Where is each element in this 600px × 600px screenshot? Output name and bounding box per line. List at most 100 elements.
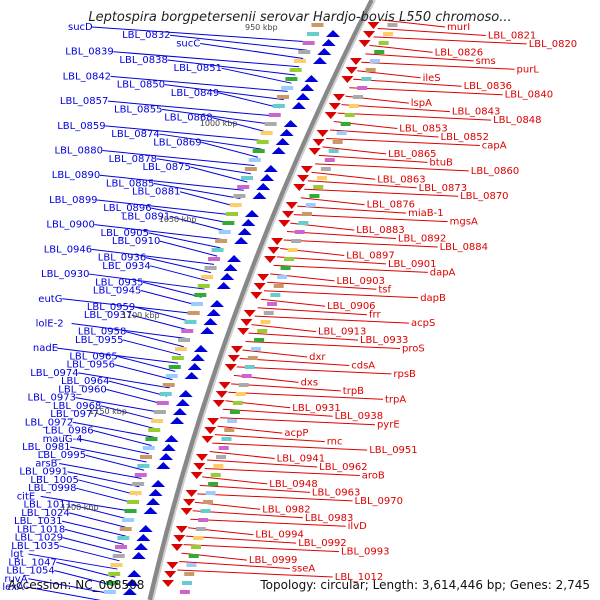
- feature-bar: [195, 527, 206, 531]
- label-leader-right: [341, 104, 450, 113]
- feature-bar: [182, 581, 193, 585]
- gene-arrow-reverse: [324, 112, 337, 119]
- label-leader-right: [365, 53, 474, 62]
- label-leader-left: [93, 430, 152, 447]
- gene-label-right: sseA: [292, 564, 316, 575]
- gene-arrow-forward: [260, 174, 275, 181]
- feature-bar: [142, 446, 155, 450]
- feature-bar: [227, 419, 238, 423]
- gene-label-left: LBL_0959: [87, 302, 135, 313]
- gene-label-left: LBL_0965: [69, 351, 117, 362]
- gene-label-right: LBL_0913: [318, 327, 366, 338]
- label-leader-lines: [26, 19, 527, 600]
- label-leader-left: [114, 364, 173, 381]
- gene-label-right: LBL_0848: [493, 115, 541, 126]
- gene-arrow-forward: [223, 264, 238, 271]
- scale-marker-label: 1100 kbp: [122, 311, 160, 320]
- gene-label-right: tsf: [378, 284, 391, 295]
- gene-arrow-forward: [210, 300, 225, 307]
- feature-bar: [122, 518, 135, 522]
- gene-arrow-forward: [175, 399, 190, 406]
- label-leader-left: [167, 59, 296, 76]
- gene-label-left: LBL_1031: [14, 516, 62, 527]
- gene-arrow-reverse: [190, 472, 203, 479]
- gene-label-left: LBL_0991: [19, 467, 67, 478]
- label-leader-left: [54, 570, 114, 587]
- scale-marker-label: 950 kbp: [245, 23, 278, 32]
- feature-bar: [106, 581, 119, 585]
- label-leader-left: [150, 265, 208, 282]
- gene-arrow-forward: [275, 138, 290, 145]
- feature-bar: [378, 41, 389, 45]
- label-leader-left: [134, 306, 193, 323]
- feature-bar: [235, 392, 246, 396]
- gene-label-right: LBL_0963: [312, 487, 360, 498]
- gene-label-right: LBL_1012: [335, 572, 383, 583]
- gene-arrow-reverse: [185, 490, 198, 497]
- label-leader-right: [236, 366, 392, 375]
- gene-arrow-reverse: [201, 436, 214, 443]
- gene-label-right: dxr: [309, 352, 326, 363]
- gene-arrow-forward: [131, 552, 146, 559]
- gene-label-right: LBL_0853: [399, 124, 447, 135]
- label-leader-left: [94, 224, 224, 241]
- gene-label-left: LBL_1024: [21, 508, 69, 519]
- feature-bar: [211, 248, 224, 252]
- gene-label-left: LBL_0838: [119, 55, 167, 66]
- feature-bar: [291, 239, 302, 243]
- label-leader-left: [159, 133, 262, 150]
- feature-bar: [273, 284, 284, 288]
- gene-arrow-reverse: [196, 454, 209, 461]
- feature-bar: [103, 590, 116, 594]
- gene-arrow-forward: [234, 237, 249, 244]
- label-leader-left: [156, 158, 251, 175]
- feature-bar: [108, 572, 121, 576]
- label-leader-left: [62, 537, 122, 554]
- feature-bar: [213, 464, 224, 468]
- gene-arrow-reverse: [271, 238, 284, 245]
- gene-arrow-forward: [206, 309, 221, 316]
- gene-label-left: LBL_0935: [95, 277, 143, 288]
- gene-arrow-reverse: [257, 274, 270, 281]
- label-leader-left: [59, 545, 120, 562]
- gene-arrow-forward: [127, 570, 142, 577]
- gene-arrow-forward: [256, 183, 271, 190]
- gene-label-left: LBL_0881: [132, 187, 180, 198]
- label-leader-left: [179, 191, 238, 208]
- gene-arrow-reverse: [218, 382, 231, 389]
- label-leader-right: [369, 44, 433, 53]
- label-leader-left: [125, 331, 184, 348]
- label-leader-right: [214, 434, 325, 443]
- gene-arrow-reverse: [162, 580, 175, 587]
- label-leader-right: [318, 154, 428, 163]
- accession-text: Accession: NC_008508: [8, 578, 145, 592]
- feature-bar: [267, 302, 278, 306]
- feature-bar: [237, 185, 250, 189]
- label-leader-left: [99, 174, 244, 191]
- label-leader-left: [105, 125, 266, 142]
- label-leader-left: [40, 495, 133, 512]
- label-leader-right: [373, 36, 527, 45]
- feature-bar: [352, 95, 363, 99]
- gene-label-right: LBL_0840: [505, 90, 553, 101]
- label-leader-right: [293, 214, 448, 223]
- gene-label-left: LBL_0880: [55, 146, 103, 157]
- gene-label-left: LBL_0955: [75, 335, 123, 346]
- feature-bar: [241, 374, 252, 378]
- gene-label-left: LBL_0885: [106, 178, 154, 189]
- feature-bar: [313, 185, 324, 189]
- label-leader-right: [304, 188, 459, 197]
- label-leader-left: [56, 347, 179, 364]
- gene-label-left: LBL_1018: [17, 524, 65, 535]
- label-leader-right: [283, 239, 438, 248]
- feature-bar: [280, 266, 291, 270]
- gene-arrow-reverse: [240, 319, 253, 326]
- gene-arrow-forward: [252, 192, 267, 199]
- gene-arrow-forward: [263, 165, 278, 172]
- label-leader-right: [190, 518, 346, 527]
- feature-bar: [184, 320, 197, 324]
- gene-arrow-reverse: [193, 463, 206, 470]
- feature-bar: [137, 464, 150, 468]
- label-leader-right: [337, 112, 492, 121]
- gene-arrow-reverse: [293, 184, 306, 191]
